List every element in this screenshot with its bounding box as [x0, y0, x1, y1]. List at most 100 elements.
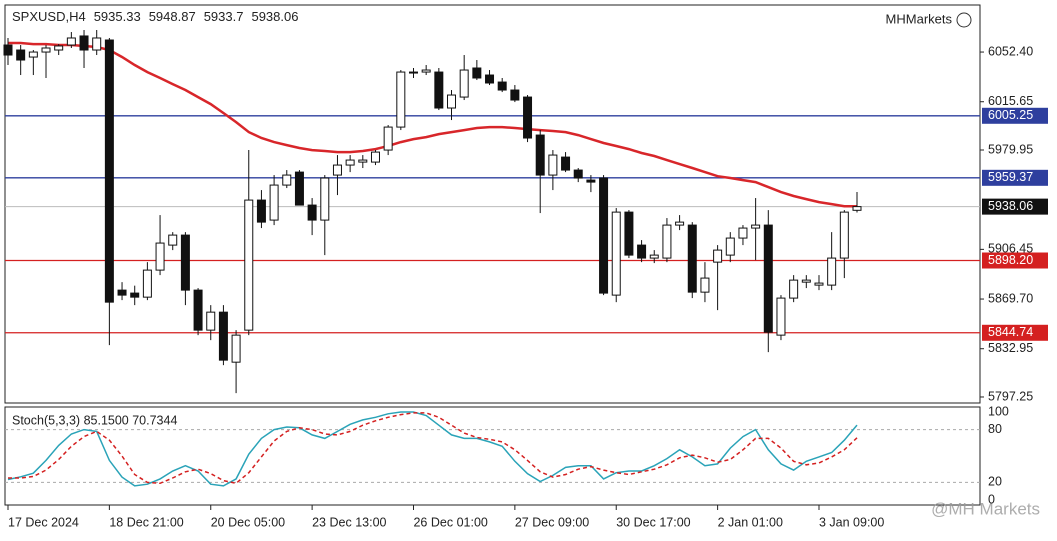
candle-body: [611, 211, 621, 296]
candle-body: [332, 164, 342, 176]
candle-body: [3, 44, 13, 56]
level-label-box: [982, 169, 1048, 186]
stoch-title: Stoch(5,3,3) 85.1500 70.7344: [12, 413, 177, 427]
y-tick-label: 5797.25: [988, 389, 1033, 403]
candle-body: [637, 244, 647, 259]
candle-body: [294, 171, 304, 206]
candle-body: [675, 221, 685, 226]
candle-body: [459, 69, 469, 98]
candle-body: [700, 277, 710, 293]
level-label: 6005.25: [988, 108, 1033, 122]
symbol: SPXUSD,H4: [12, 9, 86, 24]
candle-body: [421, 69, 431, 73]
candle-body: [256, 199, 266, 223]
candle-body: [218, 311, 228, 361]
candle-body: [814, 282, 824, 286]
candle-body: [738, 227, 748, 239]
candle-body: [79, 35, 89, 51]
candle-body: [358, 159, 368, 163]
candle-body: [751, 224, 761, 229]
x-tick-label: 3 Jan 09:00: [819, 515, 884, 529]
candle-body: [282, 174, 292, 186]
candle-body: [801, 279, 811, 283]
candle-body: [561, 156, 571, 171]
candle-body: [586, 179, 596, 183]
candle-body: [396, 71, 406, 128]
x-tick-label: 20 Dec 05:00: [211, 515, 285, 529]
candle-body: [827, 257, 837, 286]
y-tick-label: 100: [988, 404, 1009, 418]
candle-body: [180, 234, 190, 291]
candle-body: [307, 204, 317, 221]
candle-body: [383, 126, 393, 151]
candle-body: [472, 67, 482, 79]
candle-body: [725, 237, 735, 256]
candle-body: [320, 177, 330, 221]
candle-body: [206, 311, 216, 331]
candle-body: [776, 297, 786, 336]
candle-body: [535, 134, 545, 176]
candle-body: [447, 94, 457, 109]
candle-body: [345, 159, 355, 166]
candle-body: [497, 81, 507, 91]
watermark: MHMarkets: [886, 11, 953, 26]
level-label: 5959.37: [988, 170, 1033, 184]
watermark-icon: [956, 12, 972, 28]
candle-body: [92, 37, 102, 51]
candle-body: [231, 334, 241, 363]
candle-body: [370, 151, 380, 163]
candle-body: [624, 211, 634, 256]
header-low: 5933.7: [204, 9, 244, 24]
candle-body: [573, 169, 583, 179]
candle-body: [168, 234, 178, 246]
level-label-box: [982, 324, 1048, 341]
chart-header: SPXUSD,H4 5935.33 5948.87 5933.7 5938.06: [12, 9, 298, 24]
candle-body: [16, 49, 26, 61]
candle-body: [193, 289, 203, 331]
candle-body: [244, 199, 254, 331]
candle-body: [54, 45, 64, 51]
candle-body: [41, 47, 51, 53]
x-tick-label: 30 Dec 17:00: [616, 515, 690, 529]
stoch-panel-frame: [4, 406, 981, 506]
y-tick-label: 5869.70: [988, 291, 1033, 305]
x-tick-label: 27 Dec 09:00: [515, 515, 589, 529]
candle-body: [269, 184, 279, 221]
footer-watermark: @MH Markets: [931, 499, 1040, 518]
y-tick-label: 5979.95: [988, 142, 1033, 156]
candle-body: [548, 154, 558, 176]
header-open: 5935.33: [94, 9, 141, 24]
y-tick-label: 80: [988, 422, 1002, 436]
candle-body: [649, 254, 659, 259]
candle-body: [839, 211, 849, 259]
price-panel-frame: [4, 4, 981, 404]
x-tick-label: 2 Jan 01:00: [718, 515, 783, 529]
y-tick-label: 5906.45: [988, 242, 1033, 256]
candle-body: [599, 177, 609, 294]
level-label-box: [982, 252, 1048, 269]
candle-body: [104, 39, 114, 303]
level-label-box: [982, 107, 1048, 124]
y-tick-label: 6052.40: [988, 44, 1033, 58]
candle-body: [789, 279, 799, 299]
header-high: 5948.87: [149, 9, 196, 24]
candle-body: [155, 242, 165, 271]
candle-body: [662, 224, 672, 259]
x-tick-label: 18 Dec 21:00: [109, 515, 183, 529]
level-label: 5898.20: [988, 253, 1033, 267]
candle-body: [142, 269, 152, 298]
moving-average: [8, 41, 857, 208]
candle-body: [117, 289, 127, 296]
y-tick-label: 6015.65: [988, 94, 1033, 108]
candle-body: [28, 51, 38, 58]
x-tick-label: 26 Dec 01:00: [413, 515, 487, 529]
stoch-line: [7, 411, 858, 487]
candle-body: [485, 74, 495, 84]
y-tick-label: 20: [988, 475, 1002, 489]
candle-body: [130, 292, 140, 298]
candle-body: [510, 89, 520, 101]
candle-body: [523, 96, 533, 139]
candle-body: [66, 37, 76, 46]
header-close: 5938.06: [251, 9, 298, 24]
